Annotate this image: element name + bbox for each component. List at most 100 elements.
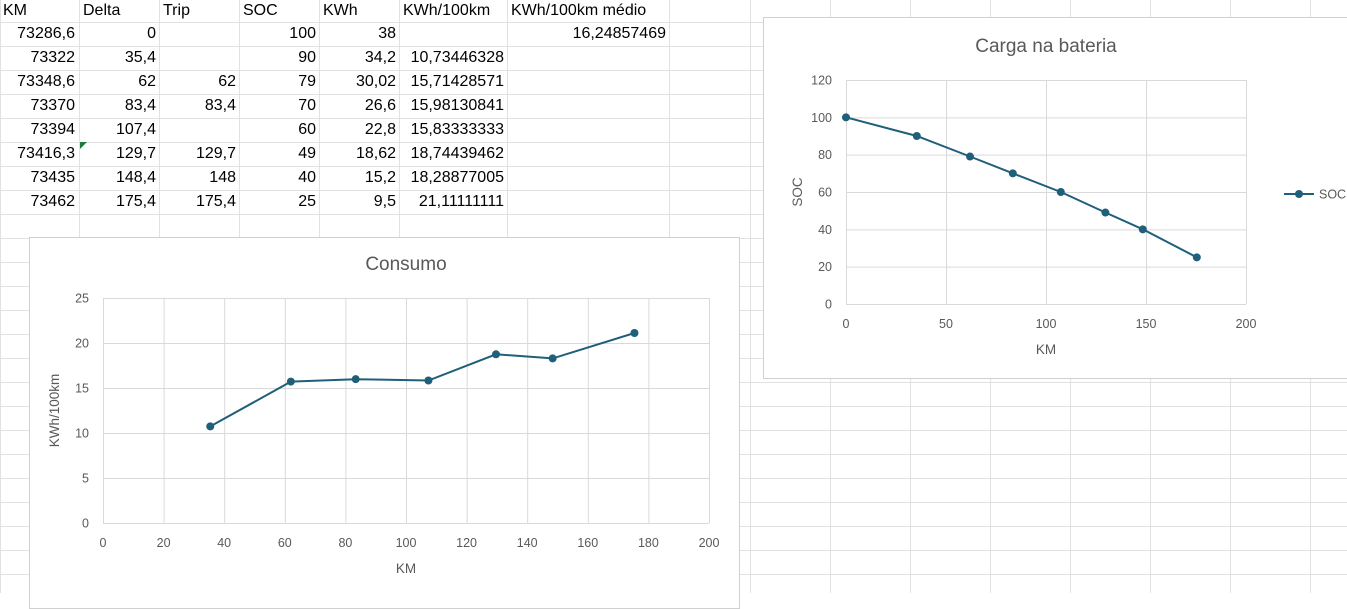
table-cell[interactable]: 73348,6 bbox=[17, 73, 75, 90]
table-cell[interactable]: 15,2 bbox=[364, 169, 396, 186]
data-point bbox=[286, 377, 295, 386]
y-tick-label: 0 bbox=[825, 298, 832, 312]
data-point bbox=[1192, 253, 1201, 262]
x-tick-label: 160 bbox=[577, 536, 598, 550]
table-cell[interactable]: 40 bbox=[298, 169, 316, 186]
chart-carga-na-bateria[interactable]: Carga na bateria 0 20 40 60 80 100 120 0 50 100 150… bbox=[763, 17, 1347, 379]
x-tick-label: 140 bbox=[517, 536, 538, 550]
y-tick-label: 80 bbox=[818, 148, 832, 162]
table-cell[interactable]: 129,7 bbox=[195, 145, 236, 162]
x-tick-label: 80 bbox=[338, 536, 352, 550]
y-tick-label: 25 bbox=[75, 292, 89, 306]
table-cell[interactable]: 73462 bbox=[30, 193, 76, 210]
y-axis-label: SOC bbox=[790, 177, 805, 207]
y-tick-label: 20 bbox=[818, 260, 832, 274]
chart-consumo[interactable]: Consumo 0 5 10 15 20 25 0 20 40 60 80 100 120 140 160 18… bbox=[29, 237, 740, 609]
y-tick-label: 40 bbox=[818, 223, 832, 237]
data-point bbox=[1008, 169, 1017, 178]
x-tick-label: 0 bbox=[843, 317, 850, 331]
data-point bbox=[491, 350, 500, 359]
table-cell[interactable]: 73286,6 bbox=[17, 25, 75, 42]
table-cell[interactable]: 148,4 bbox=[115, 169, 156, 186]
header-soc[interactable]: SOC bbox=[243, 2, 278, 19]
x-tick-label: 200 bbox=[1236, 317, 1257, 331]
x-tick-label: 200 bbox=[699, 536, 720, 550]
table-cell[interactable]: 73435 bbox=[30, 169, 76, 186]
table-cell[interactable]: 83,4 bbox=[124, 97, 156, 114]
data-point bbox=[206, 422, 215, 431]
table-cell[interactable]: 18,74439462 bbox=[410, 145, 504, 162]
x-tick-label: 0 bbox=[100, 536, 107, 550]
table-cell[interactable]: 60 bbox=[298, 121, 316, 138]
table-cell[interactable]: 175,4 bbox=[115, 193, 156, 210]
table-cell[interactable]: 25 bbox=[298, 193, 316, 210]
table-cell[interactable]: 175,4 bbox=[195, 193, 236, 210]
data-point bbox=[1138, 225, 1147, 234]
header-trip[interactable]: Trip bbox=[163, 2, 190, 19]
data-point bbox=[1101, 208, 1110, 217]
table-cell[interactable]: 21,11111111 bbox=[418, 193, 504, 210]
x-tick-label: 150 bbox=[1136, 317, 1157, 331]
table-cell[interactable]: 62 bbox=[218, 73, 236, 90]
table-cell[interactable]: 90 bbox=[298, 49, 316, 66]
data-point bbox=[966, 152, 974, 161]
table-cell[interactable]: 79 bbox=[298, 73, 316, 90]
y-tick-label: 15 bbox=[75, 382, 89, 396]
table-cell[interactable]: 18,62 bbox=[355, 145, 396, 162]
table-cell[interactable]: 73370 bbox=[30, 97, 76, 114]
table-cell[interactable]: 22,8 bbox=[364, 121, 396, 138]
x-tick-label: 180 bbox=[638, 536, 659, 550]
data-point bbox=[548, 354, 557, 363]
table-cell[interactable]: 107,4 bbox=[115, 121, 156, 138]
y-tick-label: 120 bbox=[811, 74, 832, 88]
table-cell[interactable]: 35,4 bbox=[124, 49, 156, 66]
x-tick-label: 50 bbox=[939, 317, 953, 331]
table-cell[interactable]: 30,02 bbox=[355, 73, 396, 90]
header-kwh[interactable]: KWh bbox=[323, 2, 358, 19]
x-tick-label: 120 bbox=[456, 536, 477, 550]
chart-title: Carga na bateria bbox=[975, 36, 1117, 57]
table-cell[interactable]: 148 bbox=[209, 169, 236, 186]
header-kwh-100km[interactable]: KWh/100km bbox=[403, 2, 491, 19]
header-delta[interactable]: Delta bbox=[83, 2, 121, 19]
table-cell[interactable]: 26,6 bbox=[364, 97, 396, 114]
table-cell[interactable]: 49 bbox=[298, 145, 316, 162]
y-tick-label: 100 bbox=[811, 111, 832, 125]
chart-title: Consumo bbox=[365, 254, 446, 275]
data-point bbox=[424, 376, 433, 385]
table-cell[interactable]: 83,4 bbox=[204, 97, 236, 114]
table-cell[interactable]: 100 bbox=[289, 25, 316, 42]
table-cell[interactable]: 18,28877005 bbox=[410, 169, 504, 186]
table-cell[interactable]: 62 bbox=[138, 73, 156, 90]
table-cell[interactable]: 0 bbox=[147, 25, 156, 42]
y-tick-label: 60 bbox=[818, 186, 832, 200]
x-tick-label: 100 bbox=[396, 536, 417, 550]
table-cell[interactable]: 73322 bbox=[30, 49, 76, 66]
table-cell[interactable]: 73416,3 bbox=[17, 145, 75, 162]
table-cell[interactable]: 9,5 bbox=[373, 193, 396, 210]
table-cell[interactable]: 38 bbox=[378, 25, 396, 42]
legend-entry: SOC bbox=[1319, 188, 1346, 202]
data-point bbox=[1056, 188, 1065, 196]
table-cell[interactable]: 10,73446328 bbox=[410, 49, 504, 66]
x-tick-label: 100 bbox=[1036, 317, 1057, 331]
table-cell[interactable]: 16,24857469 bbox=[572, 25, 666, 42]
y-tick-label: 5 bbox=[82, 472, 89, 486]
data-point bbox=[351, 375, 360, 384]
table-cell[interactable]: 15,71428571 bbox=[410, 73, 504, 90]
x-tick-label: 60 bbox=[278, 536, 292, 550]
x-axis-label: KM bbox=[1036, 342, 1056, 357]
x-axis-label: KM bbox=[396, 561, 416, 576]
table-cell[interactable]: 70 bbox=[298, 97, 316, 114]
header-km[interactable]: KM bbox=[3, 2, 27, 19]
table-cell[interactable]: 34,2 bbox=[364, 49, 396, 66]
table-cell[interactable]: 73394 bbox=[30, 121, 76, 138]
table-cell[interactable]: 15,98130841 bbox=[410, 97, 504, 114]
series-line bbox=[209, 332, 635, 428]
y-axis-label: KWh/100km bbox=[47, 374, 62, 448]
table-cell[interactable]: 129,7 bbox=[115, 145, 156, 162]
table-cell[interactable]: 15,83333333 bbox=[410, 121, 504, 138]
x-tick-label: 20 bbox=[157, 536, 171, 550]
legend-marker-icon bbox=[1295, 190, 1303, 198]
header-kwh-100km-medio[interactable]: KWh/100km médio bbox=[511, 2, 647, 19]
